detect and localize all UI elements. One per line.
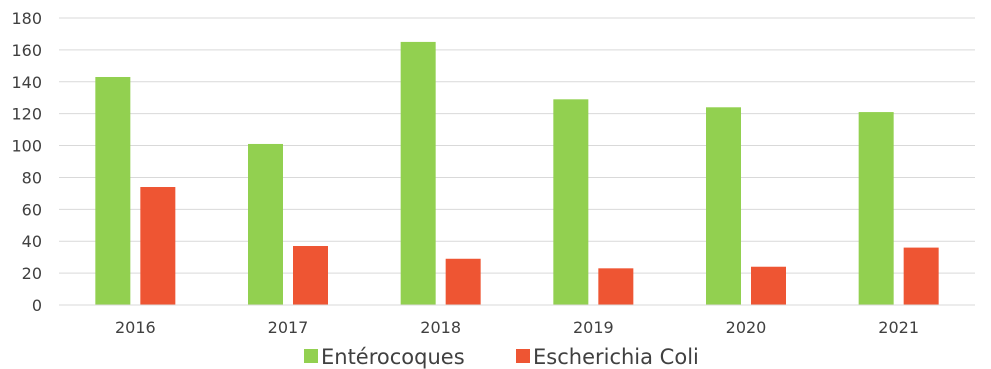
bar-escherichia-coli-2019 [598, 268, 634, 305]
x-tick-label: 2017 [268, 318, 309, 337]
bar-escherichia-coli-2017 [293, 246, 328, 305]
y-tick-label: 180 [11, 9, 42, 28]
x-tick-label: 2021 [878, 318, 919, 337]
legend: Entérocoques Escherichia Coli [304, 345, 699, 369]
y-tick-label: 140 [11, 73, 42, 92]
bar-entérocoques-2017 [248, 143, 283, 305]
x-tick-label: 2016 [115, 318, 156, 337]
x-tick-label: 2018 [420, 318, 461, 337]
bar-entérocoques-2019 [553, 99, 589, 305]
bar-entérocoques-2021 [858, 112, 894, 305]
x-tick-label: 2020 [726, 318, 767, 337]
legend-label: Entérocoques [321, 345, 465, 369]
bar-escherichia-coli-2018 [445, 258, 481, 305]
y-tick-label: 0 [32, 296, 42, 315]
bar-escherichia-coli-2020 [751, 266, 786, 305]
bar-entérocoques-2020 [706, 107, 741, 306]
y-tick-label: 100 [11, 137, 42, 156]
legend-swatch [304, 349, 318, 363]
bars [95, 41, 939, 306]
y-axis-ticks: 0 20 40 60 80 100 120 140 160 180 [11, 9, 42, 315]
bar-escherichia-coli-2021 [903, 247, 939, 305]
y-tick-label: 40 [22, 232, 42, 251]
gridlines [59, 17, 975, 274]
x-tick-label: 2019 [573, 318, 614, 337]
y-tick-label: 20 [22, 264, 42, 283]
y-tick-label: 120 [11, 105, 42, 124]
y-tick-label: 60 [22, 200, 42, 219]
y-tick-label: 80 [22, 168, 42, 187]
bar-entérocoques-2018 [400, 41, 436, 306]
legend-label: Escherichia Coli [533, 345, 699, 369]
bar-escherichia-coli-2016 [140, 187, 176, 305]
x-axis-ticks: 2016 2017 2018 2019 2020 2021 [115, 318, 919, 337]
y-tick-label: 160 [11, 41, 42, 60]
bar-entérocoques-2016 [95, 76, 131, 305]
legend-swatch [516, 349, 530, 363]
